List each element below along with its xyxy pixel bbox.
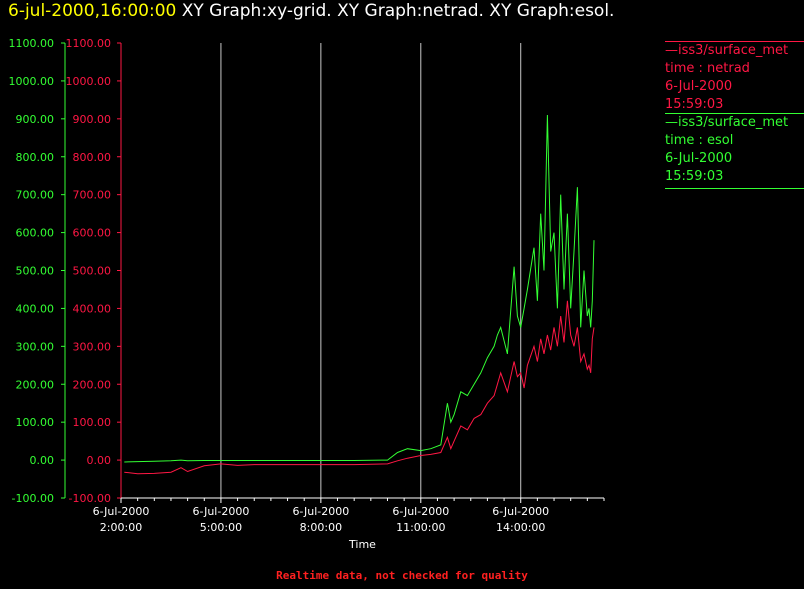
y-tick-label-netrad: 800.00	[73, 151, 112, 164]
y-tick-label-esol: 300.00	[16, 340, 55, 353]
title-graphs: XY Graph:xy-grid. XY Graph:netrad. XY Gr…	[181, 1, 615, 21]
legend-entry-netrad: —iss3/surface_met time : netrad 6-Jul-20…	[665, 41, 804, 114]
legend-time: 15:59:03	[665, 169, 724, 184]
y-tick-label-esol: 0.00	[30, 454, 55, 467]
y-tick-label-netrad: 200.00	[73, 378, 112, 391]
x-tick-label-date: 6-Jul-2000	[193, 505, 250, 518]
y-tick-label-esol: 1000.00	[9, 75, 55, 88]
x-tick-label-date: 6-Jul-2000	[392, 505, 449, 518]
legend-line-bottom	[665, 188, 804, 189]
x-tick-label-date: 6-Jul-2000	[93, 505, 150, 518]
y-tick-label-netrad: 900.00	[73, 113, 112, 126]
x-tick-label-time: 14:00:00	[496, 521, 545, 534]
x-tick-label-time: 2:00:00	[100, 521, 142, 534]
y-tick-label-netrad: 100.00	[73, 416, 112, 429]
title-timestamp: 6-jul-2000,16:00:00	[8, 1, 177, 21]
legend-time: 15:59:03	[665, 97, 724, 112]
series-line-esol	[124, 114, 595, 463]
y-tick-label-netrad: 400.00	[73, 302, 112, 315]
legend-date: 6-Jul-2000	[665, 79, 733, 94]
y-tick-label-netrad: 500.00	[73, 265, 112, 278]
legend-field: time : netrad	[665, 61, 750, 76]
legend-date: 6-Jul-2000	[665, 151, 733, 166]
y-tick-label-esol: 1100.00	[9, 37, 55, 50]
x-tick-label-time: 5:00:00	[200, 521, 242, 534]
legend-line	[665, 113, 804, 114]
y-tick-label-netrad: 600.00	[73, 227, 112, 240]
y-tick-label-netrad: 700.00	[73, 189, 112, 202]
y-tick-label-netrad: 1000.00	[66, 75, 112, 88]
y-tick-label-netrad: 1100.00	[66, 37, 112, 50]
y-tick-label-netrad: 300.00	[73, 340, 112, 353]
x-tick-label-time: 8:00:00	[300, 521, 342, 534]
y-tick-label-esol: 800.00	[16, 151, 55, 164]
y-tick-label-esol: 100.00	[16, 416, 55, 429]
legend-source: —iss3/surface_met	[665, 115, 789, 130]
legend-entry-esol: —iss3/surface_met time : esol 6-Jul-2000…	[665, 113, 804, 189]
series-line-netrad	[124, 300, 595, 475]
quality-notice: Realtime data, not checked for quality	[276, 569, 528, 582]
y-tick-label-esol: 700.00	[16, 189, 55, 202]
chart-title: 6-jul-2000,16:00:00 XY Graph:xy-grid. XY…	[8, 1, 614, 21]
y-tick-label-esol: 600.00	[16, 227, 55, 240]
x-axis-label: Time	[348, 538, 376, 551]
legend-field: time : esol	[665, 133, 734, 148]
x-tick-label-date: 6-Jul-2000	[492, 505, 549, 518]
legend-source: —iss3/surface_met	[665, 43, 789, 58]
legend-line	[665, 41, 804, 42]
y-tick-label-esol: 900.00	[16, 113, 55, 126]
y-tick-label-netrad: -100.00	[69, 492, 111, 505]
y-tick-label-esol: -100.00	[12, 492, 54, 505]
y-tick-label-netrad: 0.00	[87, 454, 112, 467]
y-tick-label-esol: 400.00	[16, 302, 55, 315]
x-tick-label-time: 11:00:00	[396, 521, 445, 534]
y-tick-label-esol: 500.00	[16, 265, 55, 278]
x-tick-label-date: 6-Jul-2000	[292, 505, 349, 518]
y-tick-label-esol: 200.00	[16, 378, 55, 391]
